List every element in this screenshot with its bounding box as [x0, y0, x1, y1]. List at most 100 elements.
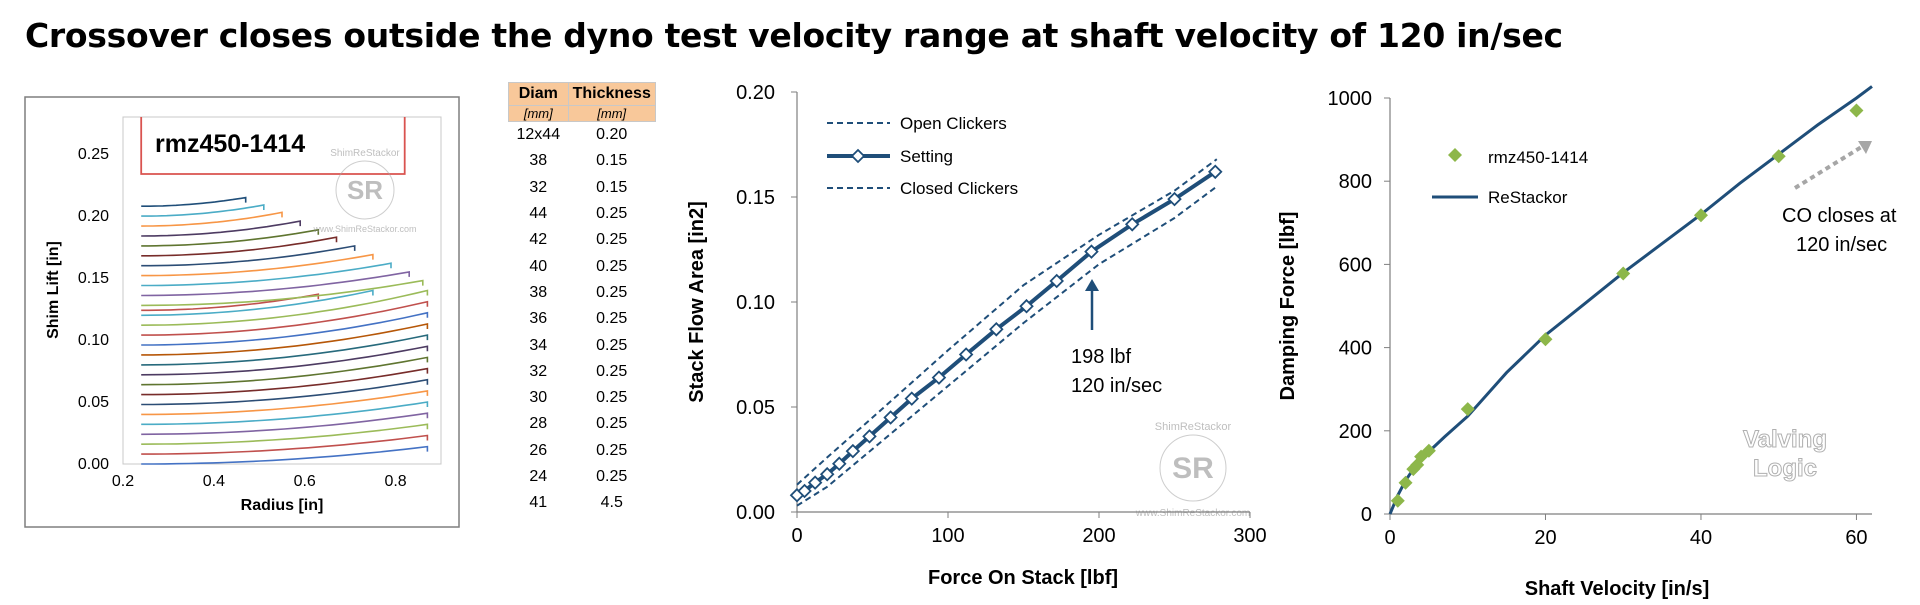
- restackor-line: [1388, 85, 1873, 515]
- legend: rmz450-1414 ReStackor: [1432, 148, 1588, 207]
- y-axis-label: Stack Flow Area [in2]: [686, 201, 708, 403]
- x-tick-label: 0.6: [294, 473, 316, 490]
- table-unit-diam: [mm]: [508, 105, 569, 122]
- shim-profile-27: [141, 204, 265, 217]
- legend-setting-marker: [850, 148, 866, 164]
- dyno-point: [1390, 493, 1405, 508]
- shim-profile-28: [141, 196, 247, 207]
- x-tick-label: 0: [1384, 527, 1395, 549]
- thickness-cell: 0.25: [596, 362, 628, 380]
- table-row: 26 0.25: [509, 438, 656, 464]
- y-tick-label: 0.20: [78, 208, 109, 225]
- shim-profile-22: [141, 244, 356, 267]
- setting-point: [958, 347, 974, 362]
- watermark-logo: SR ShimReStackor www.ShimReStackor.com: [312, 148, 416, 234]
- dyno-point: [1538, 332, 1553, 347]
- series-line-closed-clickers: [796, 185, 1218, 507]
- thickness-cell: 0.25: [596, 310, 628, 328]
- x-tick-label: 0.2: [112, 473, 134, 490]
- flow-area-chart: 0 100 200 300 0.00 0.05 0.10 0.15 0.20 Open Clic…: [686, 82, 1267, 589]
- dyno-point: [1410, 457, 1425, 472]
- shim-profile-11: [141, 334, 429, 366]
- shim-curves: [140, 117, 429, 465]
- y-tick-label: 0.05: [736, 397, 775, 419]
- thickness-cell: 0.25: [596, 468, 628, 485]
- thickness-cell: 0.25: [596, 441, 628, 459]
- diam-cell: 26: [529, 441, 548, 459]
- legend-closed-label: Closed Clickers: [900, 179, 1018, 198]
- x-axis-label: Radius [in]: [241, 497, 324, 514]
- x-axis-label: Shaft Velocity [in/s]: [1525, 578, 1709, 600]
- table-row: 32 0.25: [509, 359, 656, 385]
- annotation-force: 198 lbf: [1071, 346, 1131, 368]
- x-tick-label: 300: [1233, 525, 1266, 547]
- diam-cell: 32: [529, 362, 548, 380]
- thickness-cell: 0.25: [596, 231, 628, 249]
- y-tick-label: 0.20: [736, 82, 775, 104]
- setting-point: [931, 370, 947, 385]
- setting-point: [883, 410, 898, 425]
- shim-profile-3: [141, 423, 429, 445]
- x-tick-label: 200: [1082, 525, 1115, 547]
- shim-profile-9: [141, 356, 429, 386]
- diam-cell: 28: [529, 415, 548, 433]
- legend-setting-label: Setting: [900, 147, 953, 166]
- annotation-velocity: 120 in/sec: [1071, 375, 1162, 397]
- shim-profile-19: [141, 270, 410, 297]
- legend-open-label: Open Clickers: [900, 114, 1007, 133]
- chart-border: [24, 96, 460, 528]
- shim-profile-1: [141, 445, 429, 465]
- y-tick-label: 800: [1339, 171, 1372, 193]
- shim-profile-13: [141, 311, 429, 346]
- plot-area: [122, 116, 442, 465]
- table-row: 38 0.15: [509, 148, 656, 174]
- thickness-cell: 0.25: [596, 389, 628, 407]
- shim-profile-23: [141, 236, 338, 257]
- diam-cell: 24: [529, 468, 548, 485]
- setting-point: [989, 322, 1004, 337]
- y-tick-label: 0.15: [78, 270, 109, 287]
- clamp-outline: [140, 117, 406, 175]
- setting-point: [1049, 273, 1064, 289]
- annotation-arrow: [1793, 144, 1865, 190]
- x-tick-label: 100: [931, 525, 964, 547]
- diam-cell: 36: [529, 310, 548, 328]
- thickness-cell: 0.20: [596, 126, 628, 144]
- dyno-point: [1406, 462, 1421, 477]
- dyno-point: [1771, 149, 1786, 164]
- y-tick-label: 1000: [1328, 88, 1373, 110]
- thickness-cell: 4.5: [600, 494, 623, 512]
- table-row: 30 0.25: [509, 385, 656, 411]
- y-axis-label: Shim Lift [in]: [45, 241, 62, 339]
- table-row: 12x44 0.20: [509, 122, 656, 149]
- y-tick-label: 0.00: [736, 502, 775, 524]
- shim-profile-15: [141, 289, 429, 326]
- shim-profile-18: [141, 279, 424, 307]
- diam-cell: 38: [529, 152, 548, 170]
- watermark-url: www.ShimReStackor.com: [312, 224, 416, 234]
- valving-logic-logo-line1: Valving: [1743, 426, 1827, 453]
- watermark-logo: SR ShimReStackor www.ShimReStackor.com: [1135, 421, 1250, 519]
- y-tick-label: 0: [1361, 504, 1372, 526]
- diam-cell: 41: [529, 494, 548, 512]
- annotation-line2: 120 in/sec: [1796, 234, 1887, 256]
- shim-profile-20: [141, 262, 392, 287]
- thickness-cell: 0.25: [596, 283, 628, 301]
- table-row: 36 0.25: [509, 306, 656, 332]
- diam-cell: 40: [529, 257, 548, 275]
- setting-point: [1207, 164, 1223, 180]
- dyno-point: [1414, 449, 1429, 464]
- x-tick-label: 60: [1845, 527, 1867, 549]
- setting-point: [807, 475, 823, 490]
- x-tick-label: 40: [1690, 527, 1712, 549]
- watermark-name: ShimReStackor: [330, 148, 400, 159]
- y-tick-label: 0.10: [78, 332, 109, 349]
- y-tick-label: 0.25: [78, 146, 109, 163]
- table-header-thickness: Thickness: [567, 82, 656, 106]
- table-row: 40 0.25: [509, 253, 656, 279]
- shim-profile-5: [141, 401, 429, 426]
- shim-profile-25: [141, 220, 301, 237]
- table-row: 38 0.25: [509, 280, 656, 306]
- shim-profile-12: [141, 323, 429, 356]
